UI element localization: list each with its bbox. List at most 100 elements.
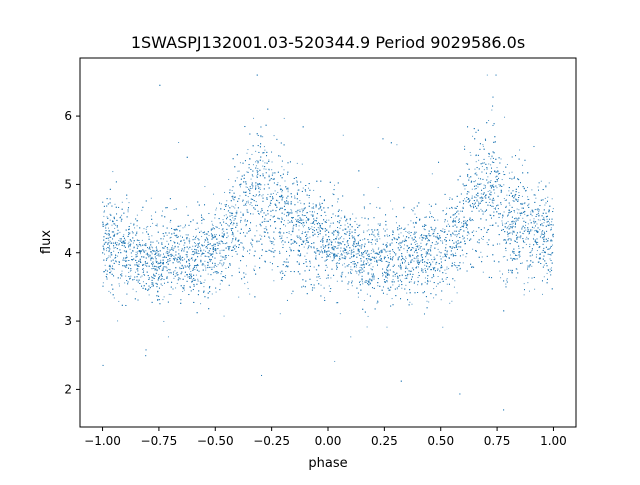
data-point [223, 233, 225, 234]
data-point [268, 180, 270, 182]
data-point [509, 254, 511, 256]
data-point [205, 240, 207, 242]
data-point [255, 225, 257, 227]
data-point [261, 235, 263, 237]
data-point [347, 289, 349, 291]
data-point [363, 208, 365, 210]
data-point [432, 217, 434, 219]
data-point [425, 254, 427, 256]
data-point [211, 266, 213, 268]
data-point [231, 234, 233, 236]
data-point [366, 326, 368, 328]
data-point [396, 288, 398, 290]
data-point [348, 253, 350, 255]
data-point [437, 248, 439, 250]
data-point [392, 251, 394, 253]
data-point [488, 156, 490, 158]
data-point [429, 249, 431, 251]
data-point [169, 221, 171, 223]
data-point [221, 265, 223, 267]
data-point [247, 196, 249, 198]
data-point [439, 255, 441, 257]
data-point [437, 276, 439, 277]
data-point [221, 259, 223, 261]
data-point [134, 271, 136, 273]
data-point [483, 184, 485, 186]
data-point [133, 278, 135, 280]
data-point [460, 267, 462, 269]
data-point [474, 202, 476, 204]
data-point [350, 268, 352, 270]
data-point [525, 229, 527, 231]
data-point [347, 251, 349, 253]
data-point [527, 186, 528, 188]
data-point [227, 248, 229, 250]
data-point [353, 266, 355, 268]
data-point [169, 254, 171, 256]
data-point [430, 247, 432, 249]
data-point [405, 256, 407, 258]
data-point [507, 235, 509, 237]
data-point [368, 264, 370, 266]
data-point [331, 248, 333, 250]
data-point [193, 250, 195, 252]
data-point [138, 251, 140, 253]
data-point [442, 228, 444, 230]
data-point [267, 193, 269, 195]
data-point [458, 219, 460, 221]
data-point [356, 223, 358, 225]
data-point [309, 262, 311, 264]
data-point [203, 264, 205, 266]
data-point [166, 267, 168, 269]
data-point [416, 266, 418, 268]
data-point [238, 170, 240, 172]
data-point [530, 255, 532, 257]
data-point [494, 170, 496, 172]
data-point [191, 253, 193, 255]
data-point [393, 271, 395, 273]
data-point [237, 170, 239, 172]
data-point [413, 260, 415, 262]
data-point [488, 120, 490, 121]
data-point [280, 231, 282, 233]
data-point [351, 269, 353, 271]
data-point [372, 266, 374, 268]
data-point [347, 222, 349, 224]
data-point [180, 225, 182, 227]
data-point [157, 263, 159, 265]
data-point [179, 266, 181, 268]
data-point [321, 249, 323, 251]
data-point [360, 269, 362, 271]
data-point [311, 226, 313, 228]
data-point [472, 248, 474, 250]
data-point [339, 313, 341, 315]
data-point [480, 193, 482, 195]
data-point [506, 194, 508, 196]
data-point [307, 187, 309, 189]
data-point [455, 221, 457, 223]
data-point [386, 246, 388, 248]
data-point [145, 253, 147, 255]
data-point [277, 182, 279, 184]
data-point [400, 232, 402, 234]
data-point [152, 258, 154, 260]
data-points [102, 74, 554, 411]
data-point [478, 159, 480, 161]
data-point [203, 219, 205, 221]
data-point [411, 303, 413, 305]
data-point [142, 232, 144, 234]
data-point [207, 273, 209, 275]
data-point [435, 263, 437, 265]
data-point [404, 238, 406, 240]
data-point [306, 241, 308, 243]
data-point [552, 244, 554, 246]
data-point [186, 256, 188, 258]
data-point [551, 198, 553, 200]
data-point [256, 160, 258, 162]
data-point [326, 239, 328, 241]
data-point [357, 250, 359, 252]
data-point [526, 236, 528, 238]
data-point [515, 198, 517, 200]
data-point [527, 223, 529, 225]
data-point [308, 197, 310, 199]
